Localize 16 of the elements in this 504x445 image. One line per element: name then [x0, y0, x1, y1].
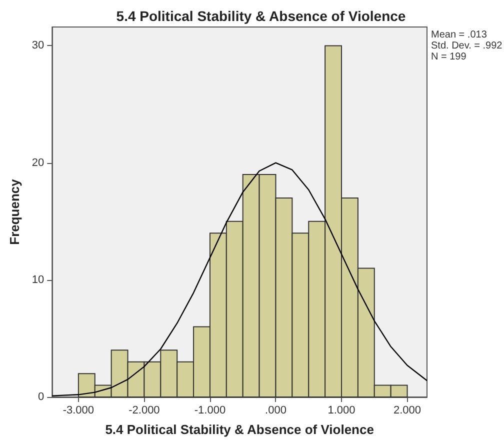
x-tick-label: .000	[265, 404, 286, 416]
y-tick-label: 0	[38, 391, 44, 403]
y-tick-label: 10	[32, 274, 44, 286]
x-tick-label: 1.000	[328, 404, 356, 416]
x-tick-label: -2.000	[128, 404, 160, 416]
text: N = 199	[431, 52, 467, 62]
y-tick-label: 30	[32, 40, 44, 52]
text: Mean = .013	[431, 30, 488, 40]
y-tick-label: 20	[32, 156, 44, 169]
text: Std. Dev. = .992	[431, 40, 503, 52]
x-tick-label: 2.000	[394, 404, 422, 416]
y-axis-title: Frequency	[7, 178, 22, 245]
x-tick-label: -3.000	[62, 404, 94, 416]
x-axis-title: 5.4 Political Stability & Absence of Violence	[105, 422, 374, 437]
x-tick-label: -1.000	[194, 404, 226, 416]
chart-title: 5.4 Political Stability & Absence of Violence	[116, 8, 406, 24]
